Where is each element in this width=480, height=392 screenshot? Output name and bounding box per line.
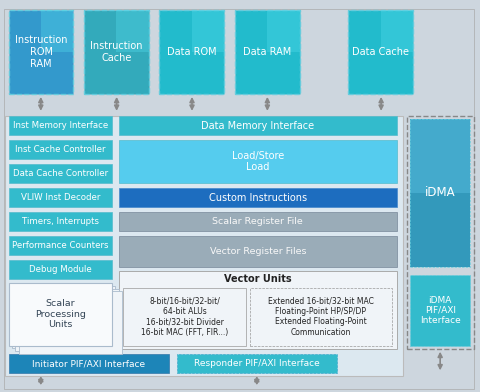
Bar bbox=[250, 288, 392, 346]
Bar bbox=[15, 289, 119, 351]
Text: Extended 16-bit/32-bit MAC
Floating-Point HP/SP/DP
Extended Floating-Point
Commu: Extended 16-bit/32-bit MAC Floating-Poin… bbox=[268, 297, 374, 337]
Bar bbox=[9, 116, 112, 135]
Bar bbox=[407, 116, 474, 349]
Text: 8-bit/16-bit/32-bit/
64-bit ALUs
16-bit/32-bit Divider
16-bit MAC (FFT, FIR...): 8-bit/16-bit/32-bit/ 64-bit ALUs 16-bit/… bbox=[141, 297, 228, 337]
Bar bbox=[119, 271, 397, 349]
Bar bbox=[119, 236, 397, 267]
Text: VLIW Inst Decoder: VLIW Inst Decoder bbox=[21, 193, 100, 202]
Text: Scalar Register File: Scalar Register File bbox=[212, 217, 303, 226]
Text: Load/Store
Load: Load/Store Load bbox=[232, 151, 284, 172]
Text: Inst Cache Controller: Inst Cache Controller bbox=[15, 145, 106, 154]
Bar bbox=[192, 10, 224, 52]
Bar bbox=[9, 188, 112, 207]
Bar bbox=[119, 188, 397, 207]
Bar bbox=[5, 116, 403, 376]
Text: Data RAM: Data RAM bbox=[243, 47, 291, 57]
Text: Debug Module: Debug Module bbox=[29, 265, 92, 274]
Bar bbox=[41, 10, 73, 52]
Text: Data ROM: Data ROM bbox=[167, 47, 216, 57]
Bar bbox=[116, 10, 149, 52]
Bar bbox=[9, 164, 112, 183]
Text: Initiator PIF/AXI Interface: Initiator PIF/AXI Interface bbox=[33, 359, 145, 368]
Text: Performance Counters: Performance Counters bbox=[12, 241, 108, 250]
Bar bbox=[123, 288, 246, 346]
Text: Inst Memory Interface: Inst Memory Interface bbox=[12, 122, 108, 130]
Bar bbox=[119, 212, 397, 231]
Bar bbox=[177, 354, 337, 373]
Bar bbox=[9, 212, 112, 231]
Text: Scalar
Processing
Units: Scalar Processing Units bbox=[35, 299, 85, 329]
Bar bbox=[12, 286, 115, 348]
Text: Vector Register Files: Vector Register Files bbox=[209, 247, 306, 256]
Text: iDMA
PIF/AXI
Interface: iDMA PIF/AXI Interface bbox=[420, 296, 460, 325]
Text: Custom Instructions: Custom Instructions bbox=[209, 192, 307, 203]
Bar bbox=[84, 10, 149, 94]
Text: Vector Units: Vector Units bbox=[224, 274, 291, 284]
Bar bbox=[9, 354, 169, 373]
Bar bbox=[9, 283, 112, 346]
Bar bbox=[119, 116, 397, 135]
Bar bbox=[19, 291, 122, 354]
Bar bbox=[267, 10, 300, 52]
Text: Data Cache: Data Cache bbox=[352, 47, 409, 57]
Text: Instruction
Cache: Instruction Cache bbox=[90, 41, 143, 63]
Bar bbox=[410, 119, 470, 267]
Text: iDMA: iDMA bbox=[425, 186, 456, 200]
Bar bbox=[235, 10, 300, 94]
Text: Responder PIF/AXI Interface: Responder PIF/AXI Interface bbox=[194, 359, 320, 368]
Text: Timers, Interrupts: Timers, Interrupts bbox=[22, 217, 99, 226]
Bar bbox=[9, 260, 112, 279]
Text: Data Cache Controller: Data Cache Controller bbox=[12, 169, 108, 178]
Bar bbox=[159, 10, 224, 94]
Bar bbox=[9, 236, 112, 255]
Bar bbox=[9, 140, 112, 159]
Bar bbox=[9, 10, 73, 94]
Text: Data Memory Interface: Data Memory Interface bbox=[201, 121, 314, 131]
Bar bbox=[119, 140, 397, 183]
Bar bbox=[410, 119, 470, 193]
Bar bbox=[410, 119, 470, 267]
Text: Instruction
ROM
RAM: Instruction ROM RAM bbox=[15, 35, 67, 69]
Bar bbox=[348, 10, 413, 94]
Bar bbox=[381, 10, 413, 52]
Bar bbox=[410, 275, 470, 346]
